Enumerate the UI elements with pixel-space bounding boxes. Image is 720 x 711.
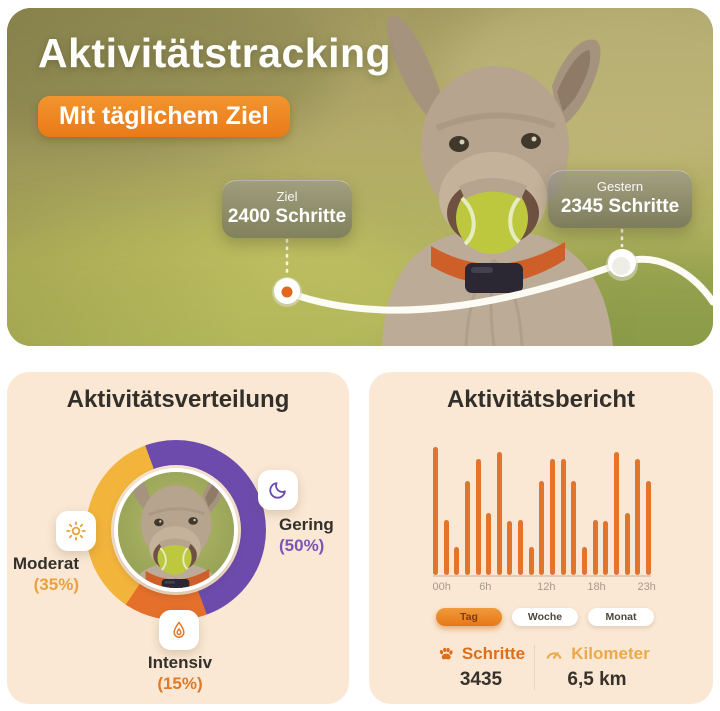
yesterday-callout-value: 2345 Schritte: [560, 196, 680, 217]
x-tick: 00h: [432, 581, 451, 593]
x-axis-labels: 00h 6h 12h 18h 23h: [432, 581, 656, 595]
segment-label-gering: Gering (50%): [279, 515, 349, 556]
activity-bar: [464, 481, 470, 575]
x-tick: 6h: [479, 581, 492, 593]
segment-percent: (15%): [157, 673, 203, 693]
hero-section: Aktivitätstracking Mit täglichem Ziel Zi…: [7, 8, 713, 346]
x-tick: 12h: [537, 581, 556, 593]
activity-bar: [475, 458, 481, 575]
activity-bar: [454, 547, 460, 575]
steps-value: 3435: [459, 669, 503, 690]
activity-bar: [581, 547, 587, 575]
yesterday-callout-label: Gestern: [596, 179, 644, 194]
kilometer-value: 6,5 km: [567, 669, 627, 690]
hourly-activity-bar-chart: [433, 443, 651, 577]
daily-goal-badge: Mit täglichem Ziel: [38, 96, 290, 137]
paw-icon: [437, 645, 455, 663]
dog-photo-donut: [114, 468, 238, 592]
kilometer-stat: Kilometer 6,5 km: [527, 644, 667, 691]
gauge-icon: [544, 644, 564, 664]
steps-stat: Schritte 3435: [411, 644, 551, 691]
moon-icon: [258, 470, 298, 510]
sun-icon: [56, 511, 96, 551]
activity-bar: [550, 458, 556, 575]
activity-donut-chart: [86, 440, 266, 620]
segment-name: Moderat: [12, 554, 79, 573]
activity-bar: [507, 520, 513, 575]
distribution-title: Aktivitätsverteilung: [66, 386, 290, 413]
activity-bar: [613, 452, 619, 575]
goal-callout: Ziel 2400 Schritte: [222, 180, 352, 238]
activity-bar: [603, 520, 609, 575]
segment-name: Gering: [279, 515, 334, 534]
activity-bar: [571, 481, 577, 575]
tab-tag[interactable]: Tag: [436, 608, 502, 626]
activity-bar: [539, 481, 545, 575]
activity-report-card: Aktivitätsbericht 00h 6h 12h 18h 23h Tag…: [369, 372, 713, 704]
yesterday-callout: Gestern 2345 Schritte: [548, 170, 692, 228]
x-tick: 18h: [587, 581, 606, 593]
segment-label-moderat: Moderat (35%): [11, 554, 79, 595]
activity-bar: [496, 452, 502, 575]
activity-bar: [592, 519, 598, 575]
x-tick: 23h: [637, 581, 656, 593]
kilometer-label: Kilometer: [571, 644, 650, 663]
activity-bar: [645, 481, 651, 575]
tab-monat[interactable]: Monat: [588, 608, 654, 626]
goal-callout-label: Ziel: [276, 189, 298, 204]
activity-bar: [486, 512, 492, 575]
activity-bar: [443, 519, 449, 575]
segment-percent: (50%): [279, 535, 325, 555]
activity-bar: [518, 519, 524, 575]
stats-divider: [534, 645, 535, 690]
segment-name: Intensiv: [147, 653, 213, 672]
flame-icon: [159, 610, 199, 650]
activity-bar: [635, 458, 641, 575]
segment-label-intensiv: Intensiv (15%): [116, 653, 244, 694]
segment-percent: (35%): [33, 574, 79, 594]
goal-callout-value: 2400 Schritte: [227, 206, 347, 227]
activity-bar: [433, 446, 438, 575]
tab-woche[interactable]: Woche: [512, 608, 578, 626]
report-title: Aktivitätsbericht: [446, 386, 636, 413]
activity-distribution-card: Aktivitätsverteilung: [7, 372, 349, 704]
activity-bar: [560, 458, 566, 575]
steps-label: Schritte: [461, 644, 526, 663]
period-tabs: Tag Woche Monat: [436, 608, 654, 626]
activity-bar: [624, 512, 630, 575]
hero-title: Aktivitätstracking: [38, 30, 392, 76]
activity-bar: [528, 547, 534, 575]
